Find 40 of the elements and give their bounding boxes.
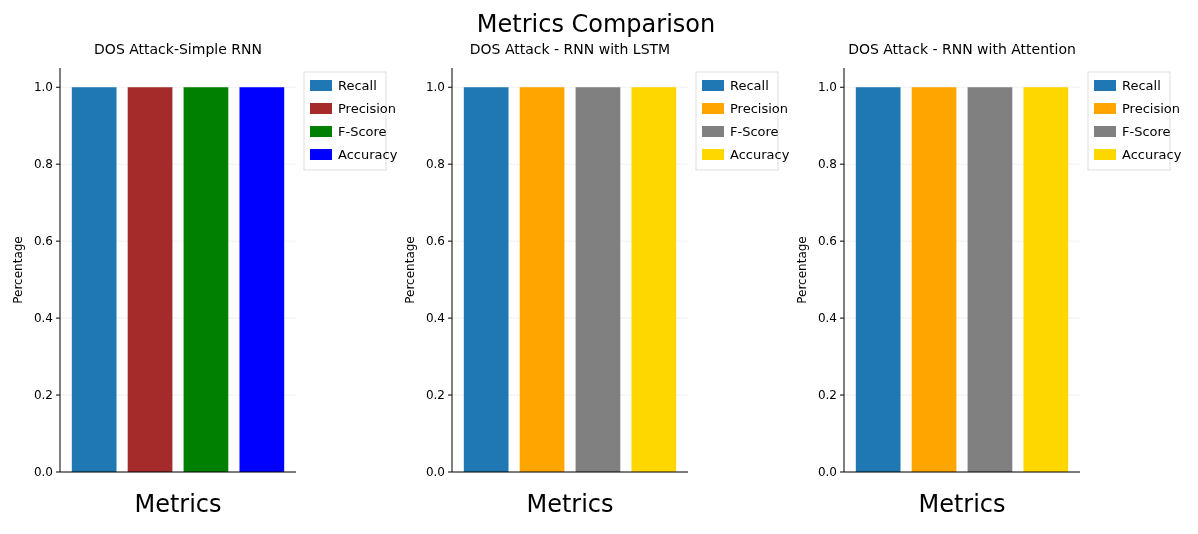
x-axis-title: Metrics xyxy=(526,490,614,518)
y-tick-label: 0.6 xyxy=(33,234,53,249)
y-tick-label: 0.0 xyxy=(817,465,837,480)
text: Metrics Comparison xyxy=(476,10,716,38)
y-tick-label: 0.4 xyxy=(33,311,53,326)
legend-label: Precision xyxy=(338,101,397,116)
y-tick-label: 0.6 xyxy=(425,234,445,249)
legend-label: F-Score xyxy=(1122,124,1171,139)
y-axis-title: Percentage xyxy=(403,236,417,304)
y-tick-label: 0.8 xyxy=(817,157,837,172)
legend-label: Precision xyxy=(730,101,789,116)
y-tick-label: 0.0 xyxy=(425,465,445,480)
y-tick-label: 0.8 xyxy=(425,157,445,172)
legend-label: Recall xyxy=(730,78,769,93)
x-axis-title: Metrics xyxy=(134,490,222,518)
y-tick-label: 0.4 xyxy=(425,311,445,326)
y-tick-label: 0.8 xyxy=(33,157,53,172)
y-tick-label: 1.0 xyxy=(33,80,53,95)
y-tick-label: 1.0 xyxy=(425,80,445,95)
legend-label: Precision xyxy=(1122,101,1181,116)
y-tick-label: 0.0 xyxy=(33,465,53,480)
legend-label: Accuracy xyxy=(338,147,398,162)
legend-label: Recall xyxy=(338,78,377,93)
legend-label: F-Score xyxy=(730,124,779,139)
y-tick-label: 0.2 xyxy=(425,388,445,403)
y-tick-label: 0.2 xyxy=(33,388,53,403)
y-axis-title: Percentage xyxy=(11,236,25,304)
legend-label: F-Score xyxy=(338,124,387,139)
chart-title: DOS Attack - RNN with Attention xyxy=(848,41,1076,57)
legend-label: Accuracy xyxy=(730,147,790,162)
y-axis-title: Percentage xyxy=(795,236,809,304)
legend-label: Recall xyxy=(1122,78,1161,93)
y-tick-label: 0.4 xyxy=(817,311,837,326)
y-tick-label: 1.0 xyxy=(817,80,837,95)
y-tick-label: 0.6 xyxy=(817,234,837,249)
chart-title: DOS Attack - RNN with LSTM xyxy=(469,41,671,57)
chart-title: DOS Attack-Simple RNN xyxy=(94,41,262,57)
legend-label: Accuracy xyxy=(1122,147,1182,162)
x-axis-title: Metrics xyxy=(918,490,1006,518)
y-tick-label: 0.2 xyxy=(817,388,837,403)
